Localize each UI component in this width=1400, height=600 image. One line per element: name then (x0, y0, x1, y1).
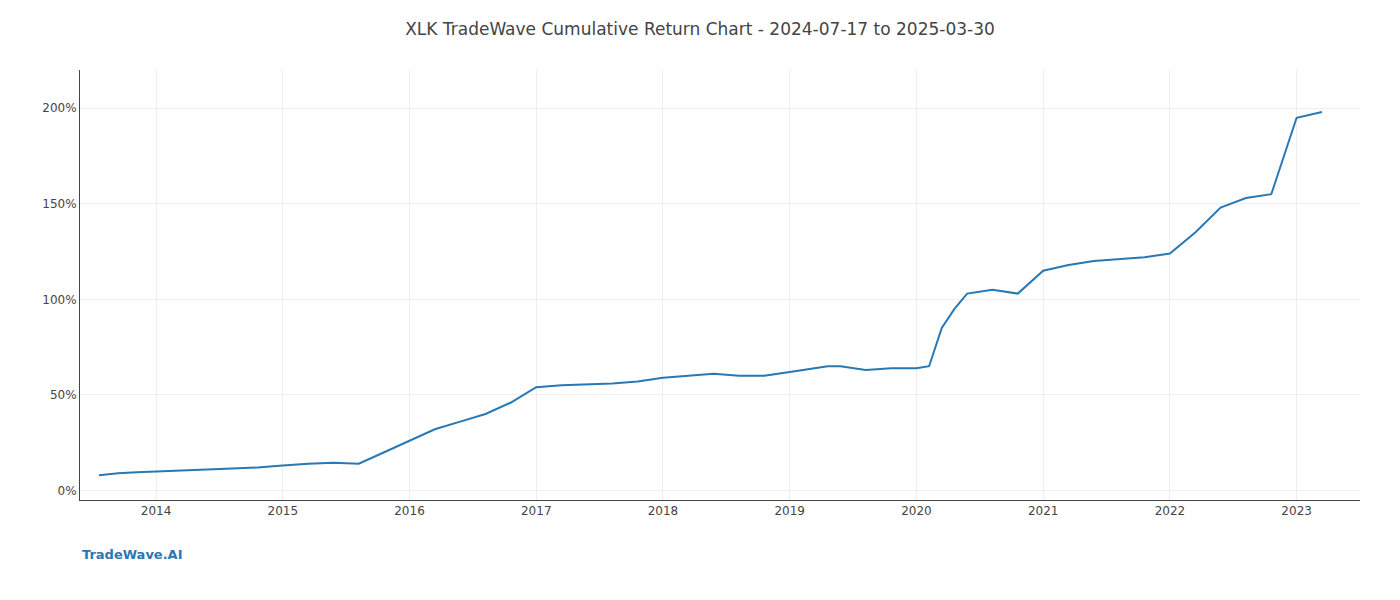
svg-text:50%: 50% (50, 388, 77, 402)
svg-text:2021: 2021 (1028, 504, 1059, 518)
svg-text:2016: 2016 (394, 504, 425, 518)
svg-text:200%: 200% (42, 101, 76, 115)
svg-text:150%: 150% (42, 197, 76, 211)
svg-text:2017: 2017 (521, 504, 552, 518)
svg-text:XLK TradeWave Cumulative Retur: XLK TradeWave Cumulative Return Chart - … (405, 19, 995, 39)
svg-text:2023: 2023 (1281, 504, 1312, 518)
svg-text:2015: 2015 (267, 504, 298, 518)
svg-text:2014: 2014 (141, 504, 172, 518)
svg-text:2020: 2020 (901, 504, 932, 518)
svg-text:0%: 0% (58, 484, 77, 498)
svg-text:2019: 2019 (774, 504, 805, 518)
svg-text:2018: 2018 (648, 504, 679, 518)
svg-text:100%: 100% (42, 293, 76, 307)
svg-text:TradeWave.AI: TradeWave.AI (82, 547, 183, 562)
svg-text:2022: 2022 (1155, 504, 1186, 518)
